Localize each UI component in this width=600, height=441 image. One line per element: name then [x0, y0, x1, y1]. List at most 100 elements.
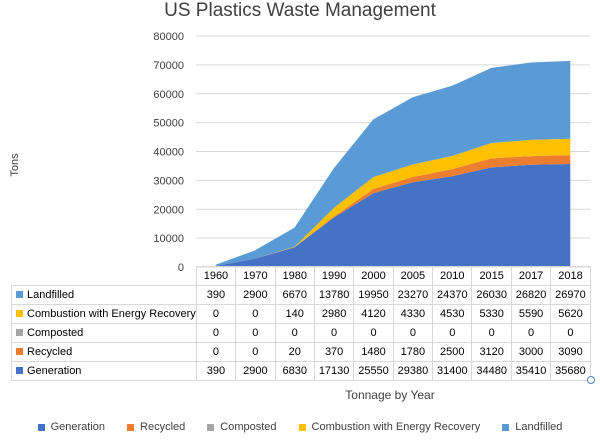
y-tick-label: 70000: [153, 60, 184, 72]
table-cell: 390: [195, 285, 237, 305]
table-row-header: Recycled: [11, 342, 197, 362]
table-row-header: Combustion with Energy Recovery: [11, 304, 197, 324]
table-cell: 2980: [313, 304, 355, 324]
data-table: 1960 1970 1980 1990 2000 2005 2010 2015 2017 2018…: [11, 266, 591, 381]
series-name: Composted: [27, 327, 84, 339]
table-cell: 35680: [550, 361, 591, 381]
table-cell: 1780: [392, 342, 434, 362]
x-category-label: 1960: [195, 266, 237, 286]
x-category-label: 2015: [471, 266, 512, 286]
table-cell: 26970: [550, 285, 591, 305]
table-cell: 3120: [471, 342, 512, 362]
series-name: Landfilled: [27, 289, 75, 301]
y-tick-label: 40000: [153, 147, 184, 159]
table-cell: 0: [471, 323, 512, 343]
x-axis-label: Tonnage by Year: [345, 388, 435, 402]
x-category-label: 2017: [510, 266, 552, 286]
table-cell: 34480: [471, 361, 512, 381]
legend-swatch: [207, 423, 215, 431]
table-cell: 5620: [550, 304, 591, 324]
series-name: Generation: [27, 365, 82, 377]
x-category-label: 1970: [235, 266, 276, 286]
series-swatch: [16, 329, 23, 336]
table-cell: 3090: [550, 342, 591, 362]
table-cell: 4120: [353, 304, 394, 324]
chart-resize-handle[interactable]: [587, 376, 595, 384]
legend-label: Recycled: [140, 421, 186, 433]
x-category-label: 1980: [274, 266, 315, 286]
table-cell: 3000: [510, 342, 552, 362]
y-tick-label: 10000: [153, 233, 184, 245]
table-cell: 390: [195, 361, 237, 381]
area-generation: [215, 164, 571, 267]
x-category-label: 2018: [550, 266, 591, 286]
table-cell: 0: [235, 323, 276, 343]
legend-swatch: [502, 423, 510, 431]
table-cell: 0: [353, 323, 394, 343]
table-cell: 26820: [510, 285, 552, 305]
chart-legend: Generation Recycled Composted Combustion wi…: [0, 421, 600, 433]
legend-label: Composted: [220, 421, 277, 433]
table-cell: 5590: [510, 304, 552, 324]
legend-label: Combustion with Energy Recovery: [311, 421, 481, 433]
table-cell: 0: [510, 323, 552, 343]
area-landfilled: [215, 60, 571, 266]
table-cell: 23270: [392, 285, 434, 305]
x-category-label: 2000: [353, 266, 394, 286]
x-category-label: 1990: [313, 266, 355, 286]
y-tick-label: 80000: [153, 31, 184, 43]
area-combustion-with-energy-recovery: [215, 138, 571, 266]
table-cell: 13780: [313, 285, 355, 305]
chart-title: US Plastics Waste Management: [164, 0, 436, 21]
table-row-header: Generation: [11, 361, 197, 381]
legend-item: Composted: [207, 421, 277, 433]
table-cell: 0: [550, 323, 591, 343]
table-cell: 370: [313, 342, 355, 362]
table-cell: 1480: [353, 342, 394, 362]
table-cell: 140: [274, 304, 315, 324]
table-cell: 0: [235, 304, 276, 324]
table-cell: 26030: [471, 285, 512, 305]
y-tick-label: 20000: [153, 204, 184, 216]
table-cell: 19950: [353, 285, 394, 305]
table-cell: 6670: [274, 285, 315, 305]
table-cell: 6830: [274, 361, 315, 381]
x-category-label: 2010: [432, 266, 473, 286]
legend-swatch: [127, 423, 135, 431]
table-cell: 0: [313, 323, 355, 343]
table-cell: 24370: [432, 285, 473, 305]
table-header-row: 1960 1970 1980 1990 2000 2005 2010 2015 2017 2018: [11, 266, 591, 286]
legend-label: Generation: [50, 421, 106, 433]
table-row: Composted 0 0 0 0 0 0 0 0 0 0: [11, 323, 591, 343]
legend-item: Generation: [37, 421, 106, 433]
table-cell: 4530: [432, 304, 473, 324]
table-row-header: Composted: [11, 323, 197, 343]
series-swatch: [16, 310, 23, 317]
legend-label: Landfilled: [515, 421, 563, 433]
table-cell: 17130: [313, 361, 355, 381]
table-row: Combustion with Energy Recovery 0 0 140 2980…: [11, 304, 591, 324]
y-tick-label: 30000: [153, 175, 184, 187]
table-corner: [11, 266, 197, 286]
legend-item: Combustion with Energy Recovery: [298, 421, 481, 433]
legend-swatch: [298, 423, 306, 431]
table-row: Generation 390 2900 6830 17130 25550 29380 3140…: [11, 361, 591, 381]
table-cell: 20: [274, 342, 315, 362]
table-cell: 2900: [235, 285, 276, 305]
legend-item: Landfilled: [502, 421, 562, 433]
table-cell: 0: [392, 323, 434, 343]
table-cell: 31400: [432, 361, 473, 381]
table-cell: 4330: [392, 304, 434, 324]
table-cell: 0: [235, 342, 276, 362]
table-cell: 0: [195, 323, 237, 343]
table-row: Recycled 0 0 20 370 1480 1780 2500 3120 3000 3090: [11, 342, 591, 362]
table-cell: 2900: [235, 361, 276, 381]
table-cell: 25550: [353, 361, 394, 381]
series-name: Recycled: [27, 346, 73, 358]
table-row-header: Landfilled: [11, 285, 197, 305]
table-cell: 29380: [392, 361, 434, 381]
y-tick-label: 50000: [153, 118, 184, 130]
series-swatch: [16, 291, 23, 298]
table-cell: 0: [195, 304, 237, 324]
